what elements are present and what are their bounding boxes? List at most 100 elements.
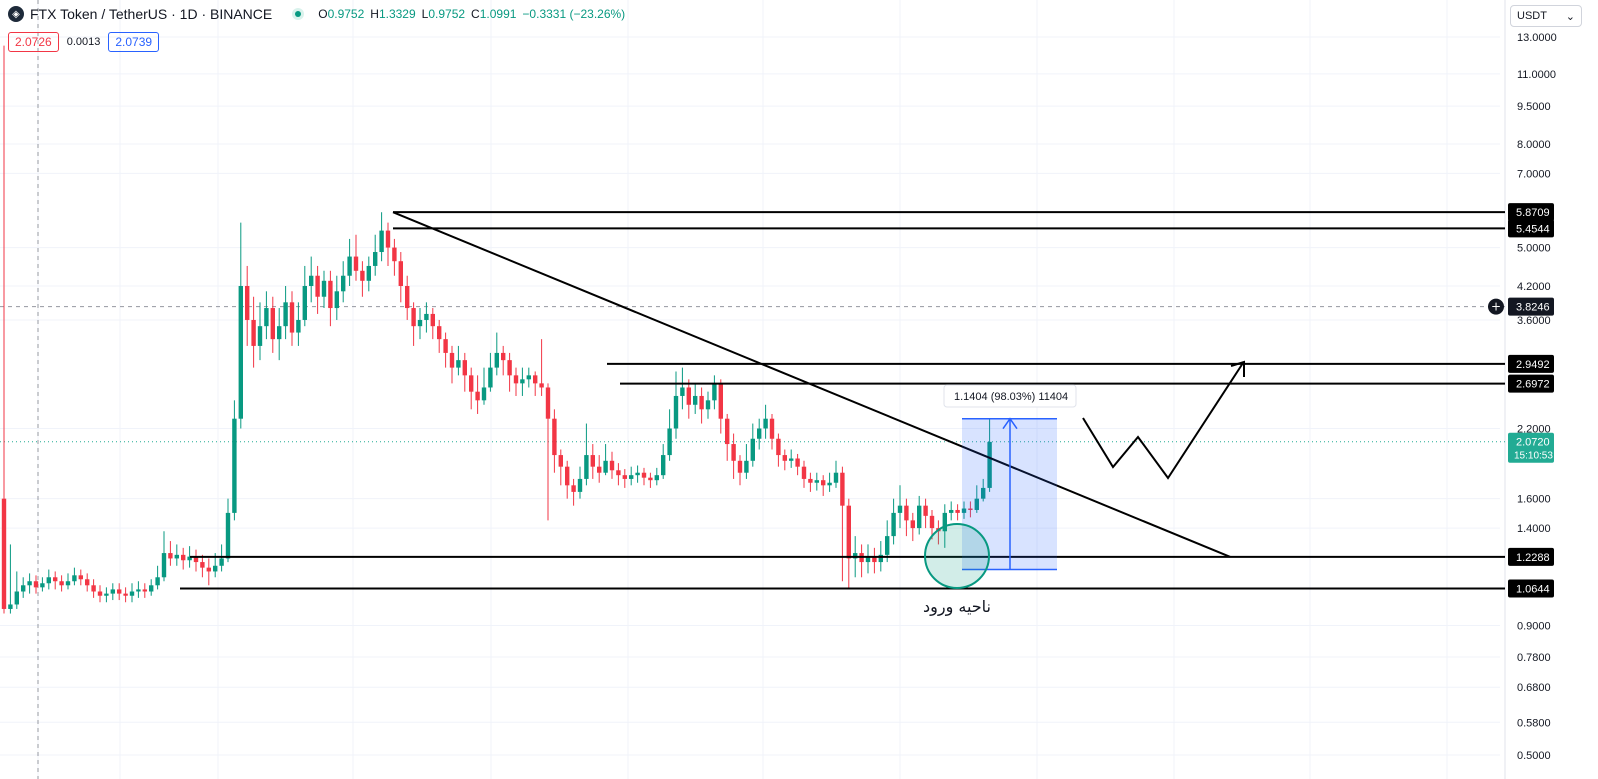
- market-status-icon[interactable]: [292, 8, 305, 20]
- candle-body: [129, 591, 135, 596]
- candle-body: [302, 285, 307, 320]
- candle-body: [635, 472, 640, 476]
- candle-body: [264, 308, 269, 327]
- y-tick-label: 8.0000: [1517, 139, 1551, 151]
- candle-body: [833, 472, 839, 483]
- candle-body: [878, 554, 883, 563]
- candle-body: [558, 455, 563, 467]
- spread-value: 0.0013: [66, 36, 101, 48]
- candle-body: [283, 302, 288, 327]
- candle-body: [571, 485, 576, 492]
- candle-body: [584, 455, 589, 479]
- candle-body: [616, 470, 621, 476]
- candle-body: [949, 509, 954, 513]
- y-tick-label: 0.9000: [1517, 620, 1551, 632]
- candle-body: [366, 265, 371, 281]
- candle-body: [475, 391, 480, 401]
- candle-body: [654, 475, 659, 481]
- sell-price-button[interactable]: 2.0726: [8, 32, 59, 52]
- candle-body: [917, 505, 922, 529]
- candle-body: [40, 583, 45, 588]
- candle-body: [424, 313, 429, 320]
- candle-body: [379, 230, 384, 253]
- candle-body: [814, 480, 819, 483]
- candle-body: [1, 498, 7, 609]
- price-level-tag: [1508, 374, 1554, 393]
- candle-body: [539, 383, 544, 388]
- candle-body: [289, 302, 295, 333]
- candle-body: [904, 505, 909, 521]
- candle-body: [590, 455, 595, 467]
- candle-body: [961, 508, 967, 513]
- y-tick-label: 0.5000: [1517, 750, 1551, 762]
- candle-body: [821, 480, 826, 486]
- candle-body: [577, 478, 583, 492]
- candle-body: [328, 280, 333, 309]
- price-level-tag-label: 2.9492: [1516, 359, 1550, 371]
- candle-body: [449, 352, 455, 368]
- crosshair-price-label: 3.8246: [1516, 302, 1550, 314]
- candle-body: [398, 261, 403, 286]
- candle-body: [174, 554, 179, 559]
- candle-body: [219, 558, 224, 566]
- y-tick-label: 4.2000: [1517, 281, 1551, 293]
- candle-body: [72, 575, 77, 582]
- candle-body: [469, 375, 474, 392]
- candle-body: [270, 308, 275, 340]
- ohlc-values: O0.9752 H1.3329 L0.9752 C1.0991 −0.3331 …: [318, 7, 626, 21]
- candle-body: [443, 339, 448, 353]
- candle-body: [481, 387, 487, 401]
- candle-body: [865, 556, 871, 563]
- candle-body: [641, 472, 647, 478]
- candle-body: [347, 256, 352, 276]
- candle-body: [923, 505, 928, 516]
- candle-body: [181, 554, 186, 561]
- candle-body: [712, 383, 717, 401]
- entry-zone-label: ناحیه ورود: [923, 597, 991, 617]
- candle-body: [929, 515, 935, 529]
- measure-arrow-head-icon: [1002, 417, 1018, 430]
- candle-body: [853, 553, 858, 559]
- candle-body: [117, 589, 122, 594]
- y-tick-label: 0.6800: [1517, 682, 1551, 694]
- candle-body: [750, 438, 755, 461]
- candle-body: [699, 395, 704, 410]
- chevron-down-icon: ⌄: [1565, 10, 1575, 23]
- price-level-tag-label: 1.2288: [1516, 552, 1550, 564]
- candle-body: [187, 556, 192, 561]
- candle-body: [417, 319, 423, 327]
- candle-body: [603, 460, 608, 473]
- price-level-tag-label: 1.0644: [1516, 583, 1550, 595]
- candle-body: [782, 455, 787, 461]
- candle-body: [885, 536, 890, 555]
- candle-body: [942, 512, 947, 532]
- buy-price-button[interactable]: 2.0739: [108, 32, 160, 52]
- candle-body: [245, 285, 250, 320]
- candle-body: [91, 585, 96, 592]
- candle-body: [341, 275, 346, 292]
- candle-body: [974, 498, 979, 510]
- candle-body: [667, 428, 672, 456]
- candle-body: [840, 472, 845, 506]
- candle-body: [321, 280, 327, 297]
- symbol-title[interactable]: FTX Token / TetherUS · 1D · BINANCE: [30, 6, 273, 22]
- candle-body: [910, 520, 915, 529]
- candle-body: [494, 352, 499, 368]
- candle-body: [193, 556, 199, 563]
- price-level-tag: [1508, 219, 1554, 238]
- price-level-tag-label: 5.4544: [1516, 223, 1550, 235]
- countdown-label: 15:10:53: [1514, 451, 1553, 462]
- candle-body: [744, 460, 749, 473]
- candle-body: [629, 475, 634, 479]
- candle-body: [251, 319, 256, 346]
- candle-body: [808, 478, 813, 483]
- y-tick-label: 0.5800: [1517, 717, 1551, 729]
- trade-buttons: 2.0726 0.0013 2.0739: [8, 32, 160, 52]
- candle-body: [622, 475, 627, 479]
- candle-body: [53, 577, 58, 582]
- candle-body: [405, 285, 410, 309]
- currency-selector[interactable]: USDT ⌄: [1510, 5, 1582, 27]
- candle-body: [277, 326, 282, 340]
- candle-body: [987, 441, 992, 488]
